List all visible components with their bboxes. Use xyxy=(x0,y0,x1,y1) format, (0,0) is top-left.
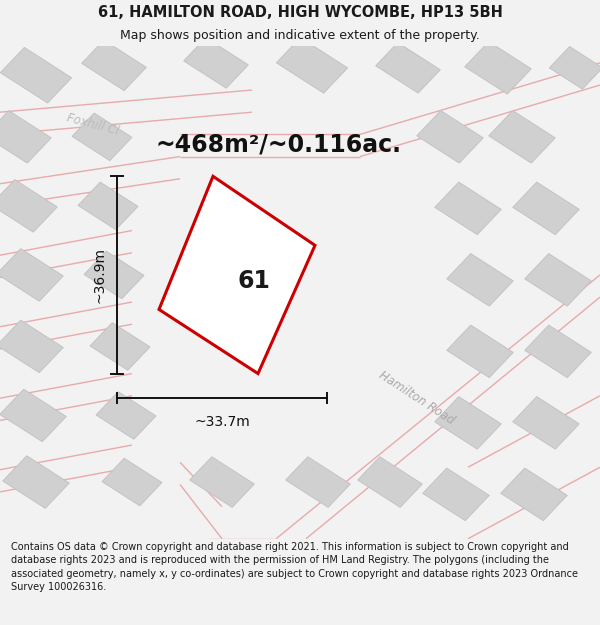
Text: ~468m²/~0.116ac.: ~468m²/~0.116ac. xyxy=(156,132,402,156)
Polygon shape xyxy=(82,40,146,91)
Polygon shape xyxy=(1,48,71,103)
Polygon shape xyxy=(286,457,350,508)
Polygon shape xyxy=(0,320,63,372)
Polygon shape xyxy=(417,111,483,163)
Polygon shape xyxy=(513,397,579,449)
Polygon shape xyxy=(90,322,150,370)
Polygon shape xyxy=(525,325,591,378)
Text: Map shows position and indicative extent of the property.: Map shows position and indicative extent… xyxy=(120,29,480,42)
Polygon shape xyxy=(184,38,248,88)
Polygon shape xyxy=(84,251,144,299)
Polygon shape xyxy=(277,38,347,93)
Polygon shape xyxy=(549,46,600,89)
Polygon shape xyxy=(159,176,315,374)
Polygon shape xyxy=(0,179,57,232)
Text: 61, HAMILTON ROAD, HIGH WYCOMBE, HP13 5BH: 61, HAMILTON ROAD, HIGH WYCOMBE, HP13 5B… xyxy=(98,5,502,20)
Polygon shape xyxy=(501,468,567,521)
Text: Foxhill Cl: Foxhill Cl xyxy=(65,111,121,138)
Polygon shape xyxy=(447,254,513,306)
Polygon shape xyxy=(358,457,422,508)
Polygon shape xyxy=(447,325,513,378)
Text: ~33.7m: ~33.7m xyxy=(194,416,250,429)
Polygon shape xyxy=(423,468,489,521)
Polygon shape xyxy=(435,182,501,234)
Polygon shape xyxy=(3,456,69,508)
Text: 61: 61 xyxy=(238,269,271,293)
Polygon shape xyxy=(96,392,156,439)
Polygon shape xyxy=(72,113,132,161)
Polygon shape xyxy=(435,397,501,449)
Polygon shape xyxy=(489,111,555,163)
Polygon shape xyxy=(78,182,138,230)
Text: ~36.9m: ~36.9m xyxy=(92,247,106,303)
Polygon shape xyxy=(0,249,63,301)
Polygon shape xyxy=(0,389,66,442)
Polygon shape xyxy=(376,42,440,93)
Polygon shape xyxy=(0,111,51,163)
Polygon shape xyxy=(102,458,162,506)
Polygon shape xyxy=(513,182,579,234)
Polygon shape xyxy=(525,254,591,306)
Text: Contains OS data © Crown copyright and database right 2021. This information is : Contains OS data © Crown copyright and d… xyxy=(11,542,578,592)
Polygon shape xyxy=(190,457,254,508)
Polygon shape xyxy=(465,41,531,94)
Text: Hamilton Road: Hamilton Road xyxy=(377,369,457,428)
